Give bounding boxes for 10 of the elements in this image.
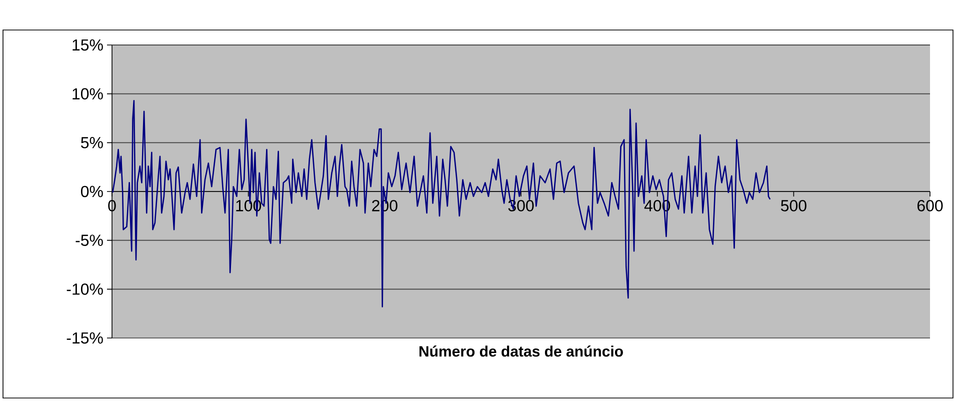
y-tick-label: 0% [80, 186, 103, 198]
x-axis-title: Número de datas de anúncio [419, 346, 623, 357]
y-tick-label: 5% [81, 137, 103, 148]
y-tick-label: 15% [72, 39, 103, 51]
y-tick-label: -5% [76, 234, 103, 246]
x-tick-label: 500 [780, 200, 806, 212]
y-tick-label: -10% [66, 284, 103, 295]
y-tick-label: 10% [72, 88, 103, 100]
x-tick-label: 600 [917, 200, 943, 212]
y-tick-label: -15% [66, 332, 103, 344]
